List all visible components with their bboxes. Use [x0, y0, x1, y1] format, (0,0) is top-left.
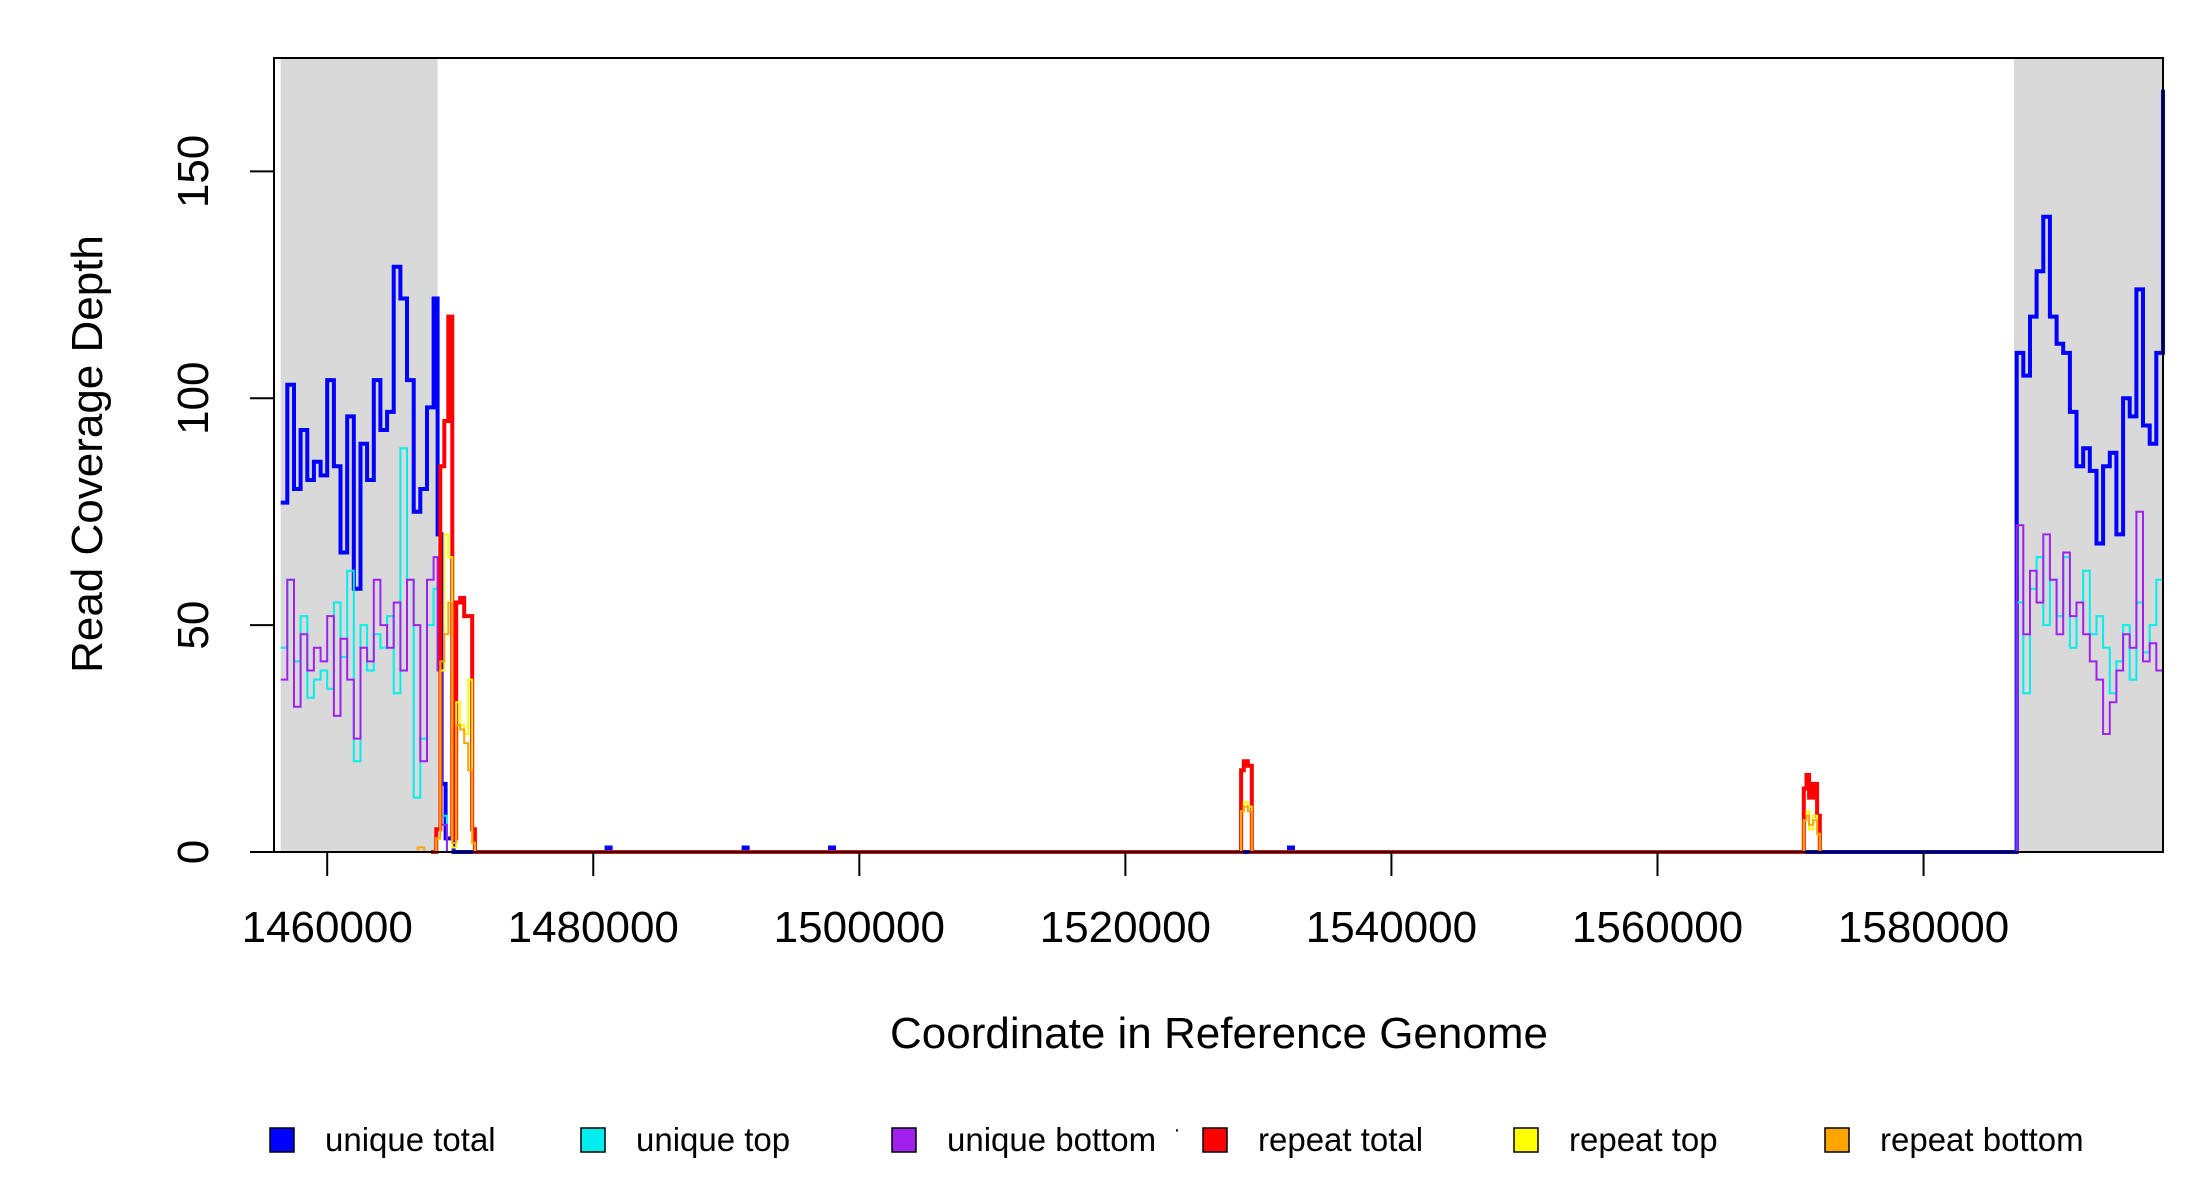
legend-item-repeat-top: repeat top — [1513, 1121, 1718, 1158]
series-line-repeat-top — [431, 533, 1821, 853]
x-tick-label: 1460000 — [242, 903, 413, 952]
legend: unique total unique top unique bottom repea… — [269, 1121, 2084, 1158]
series-line-unique-bottom — [280, 510, 2164, 853]
legend-swatch — [580, 1127, 606, 1153]
x-axis: 1460000 1480000 1500000 1520000 1540000 15600… — [242, 851, 2009, 952]
y-axis-title: Read Coverage Depth — [63, 235, 112, 673]
series-line-unique-top — [280, 443, 2164, 853]
legend-label: repeat total — [1258, 1121, 1423, 1158]
legend-item-repeat-bottom: repeat bottom — [1824, 1121, 2084, 1158]
x-tick-label: 1580000 — [1838, 903, 2009, 952]
y-tick-label: 150 — [169, 135, 218, 208]
x-tick-label: 1540000 — [1306, 903, 1477, 952]
legend-swatch — [1202, 1127, 1228, 1153]
legend-label: unique bottom — [947, 1121, 1156, 1158]
legend-item-unique-total: unique total — [269, 1121, 496, 1158]
legend-item-repeat-total: repeat total — [1202, 1121, 1423, 1158]
legend-swatch — [1513, 1127, 1539, 1153]
legend-label: unique top — [636, 1121, 790, 1158]
legend-item-unique-bottom: unique bottom — [891, 1121, 1156, 1158]
y-tick-label: 0 — [169, 840, 218, 864]
y-axis: 0 50 100 150 — [169, 135, 275, 864]
legend-swatch — [891, 1127, 917, 1153]
legend-label: unique total — [325, 1121, 496, 1158]
x-tick-label: 1480000 — [508, 903, 679, 952]
legend-swatch — [269, 1127, 295, 1153]
series-line-unique-total — [280, 89, 2165, 854]
legend-label: repeat bottom — [1880, 1121, 2084, 1158]
x-axis-title: Coordinate in Reference Genome — [890, 1009, 1548, 1058]
y-tick-label: 100 — [169, 362, 218, 435]
y-tick-label: 50 — [169, 601, 218, 650]
shaded-regions — [280, 58, 2163, 852]
x-tick-label: 1560000 — [1572, 903, 1743, 952]
legend-swatch — [1824, 1127, 1850, 1153]
series-line-repeat-total — [431, 314, 1822, 854]
x-tick-label: 1520000 — [1040, 903, 1211, 952]
series-line-repeat-bottom — [280, 601, 2163, 853]
x-tick-label: 1500000 — [774, 903, 945, 952]
plot-area-frame — [273, 57, 2164, 853]
series-lines — [280, 89, 2165, 854]
legend-item-unique-top: unique top — [580, 1121, 790, 1158]
legend-label: repeat top — [1569, 1121, 1718, 1158]
legend-dot-marker: · — [1174, 1119, 1181, 1141]
